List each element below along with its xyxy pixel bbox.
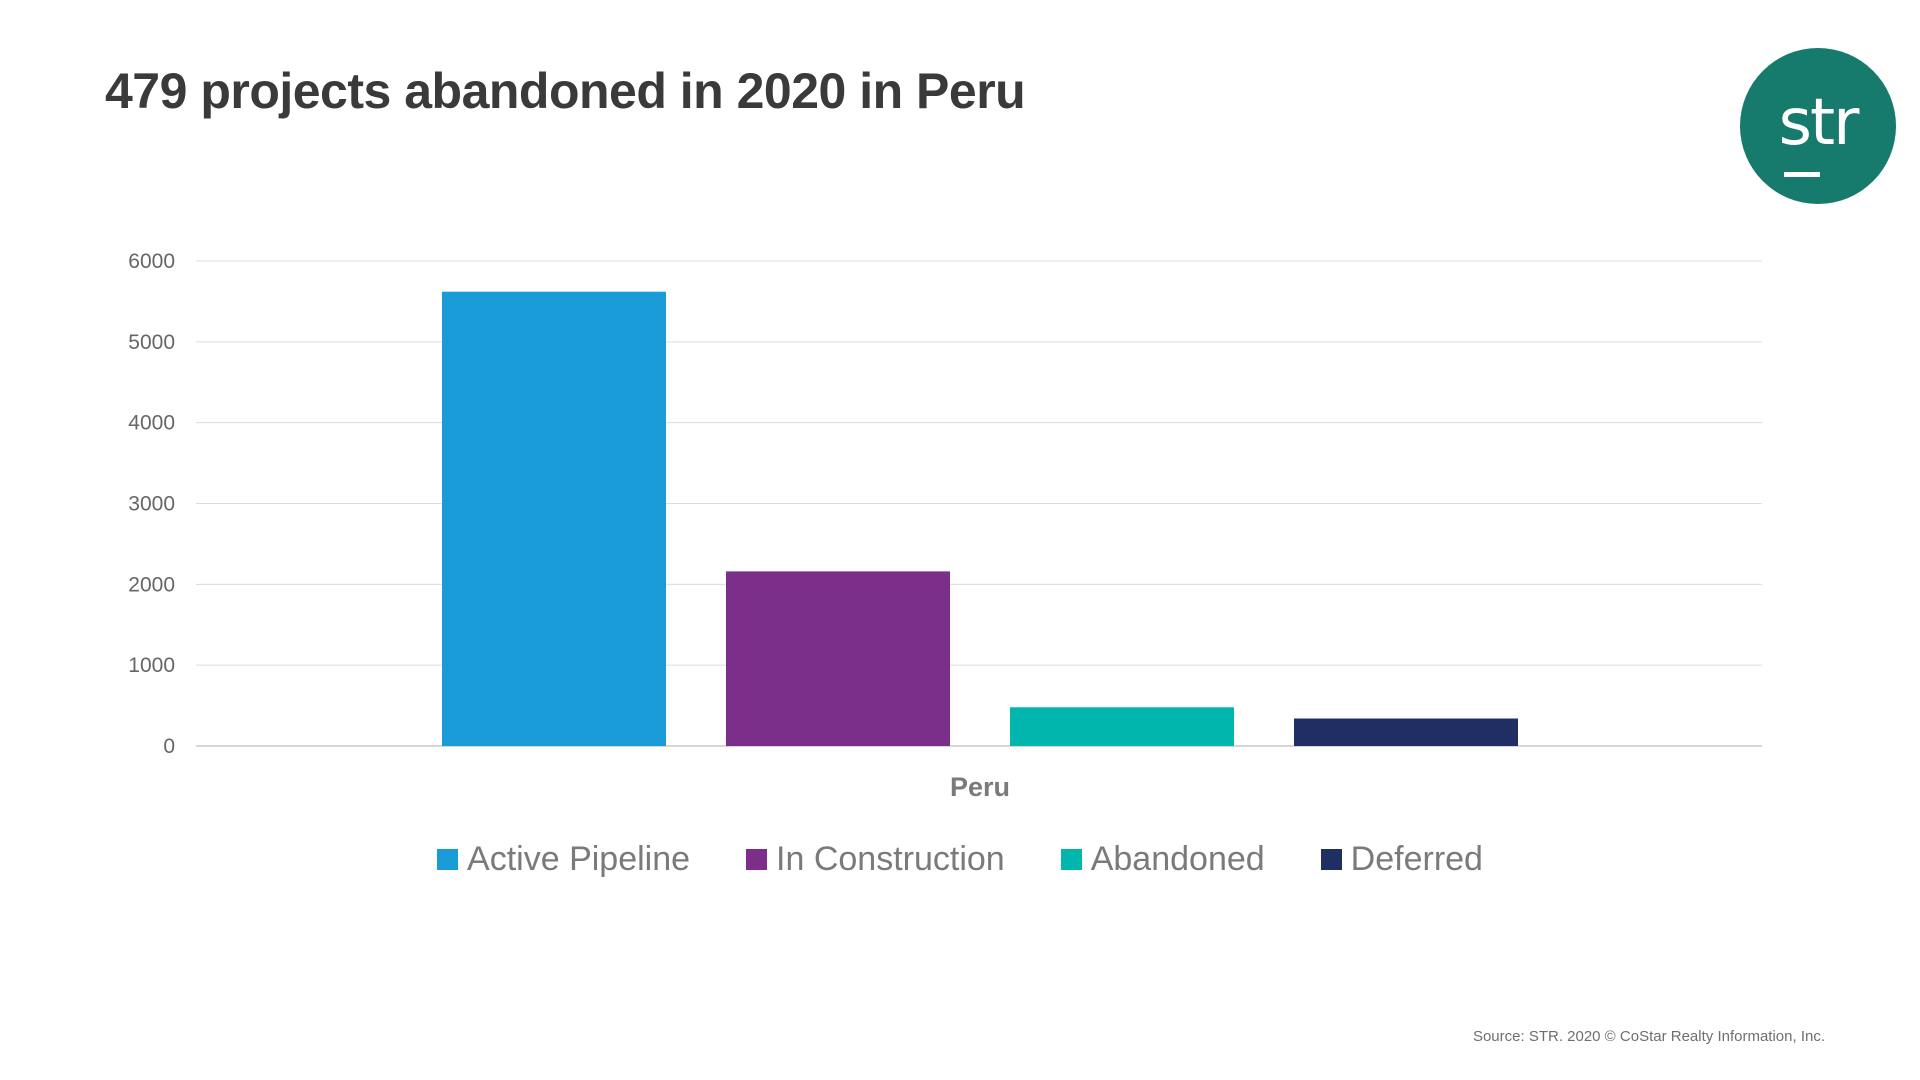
str-logo-underline bbox=[1784, 172, 1820, 177]
legend-swatch bbox=[1320, 849, 1342, 870]
bar-in-construction bbox=[726, 571, 950, 746]
str-logo-text: str bbox=[1778, 86, 1860, 160]
x-axis-categories: Peru bbox=[950, 772, 1010, 802]
y-tick-label: 5000 bbox=[128, 331, 175, 354]
y-tick-label: 6000 bbox=[128, 250, 175, 273]
legend-label: Active Pipeline bbox=[467, 840, 691, 878]
legend-swatch bbox=[746, 849, 768, 870]
chart-title: 479 projects abandoned in 2020 in Peru bbox=[105, 63, 1026, 119]
bar-active-pipeline bbox=[442, 291, 666, 746]
bars bbox=[442, 291, 1518, 746]
y-tick-label: 1000 bbox=[128, 654, 175, 677]
bar-deferred bbox=[1294, 718, 1518, 746]
x-category-label: Peru bbox=[950, 772, 1010, 802]
legend-item: In Construction bbox=[746, 840, 1005, 879]
legend-swatch bbox=[437, 849, 459, 870]
legend-label: In Construction bbox=[776, 840, 1005, 878]
bar-abandoned bbox=[1010, 707, 1234, 746]
gridlines bbox=[196, 260, 1762, 747]
y-tick-label: 0 bbox=[163, 735, 175, 758]
legend: Active Pipeline In Construction Abandoned D… bbox=[0, 840, 1920, 879]
legend-item: Abandoned bbox=[1060, 840, 1265, 879]
y-axis-ticks: 0 1000 2000 3000 4000 5000 6000 bbox=[128, 250, 175, 758]
legend-item: Active Pipeline bbox=[437, 840, 690, 879]
y-tick-label: 3000 bbox=[128, 493, 175, 516]
legend-item: Deferred bbox=[1320, 840, 1483, 879]
legend-label: Deferred bbox=[1350, 840, 1483, 878]
legend-swatch bbox=[1060, 849, 1082, 870]
str-logo: str bbox=[1740, 48, 1896, 204]
legend-label: Abandoned bbox=[1090, 840, 1265, 878]
y-tick-label: 2000 bbox=[128, 573, 175, 596]
y-tick-label: 4000 bbox=[128, 412, 175, 435]
source-note: Source: STR. 2020 © CoStar Realty Inform… bbox=[1472, 1028, 1825, 1045]
